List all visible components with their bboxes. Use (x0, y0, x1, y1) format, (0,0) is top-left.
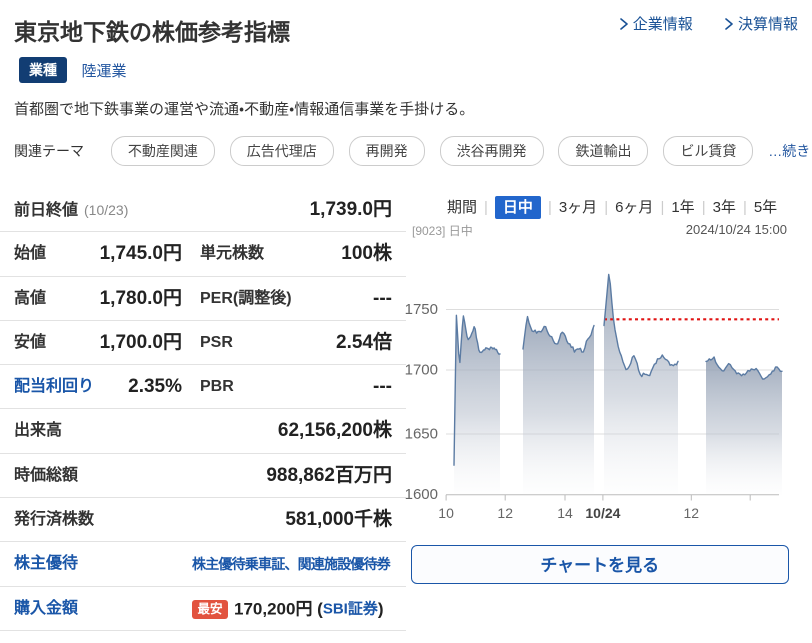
svg-text:10/24: 10/24 (585, 505, 620, 521)
svg-text:12: 12 (684, 505, 700, 521)
svg-text:10: 10 (438, 505, 454, 521)
svg-text:1600: 1600 (405, 486, 438, 503)
svg-text:1700: 1700 (405, 362, 438, 379)
svg-text:14: 14 (557, 505, 573, 521)
svg-text:1750: 1750 (405, 301, 438, 318)
svg-text:12: 12 (497, 505, 513, 521)
svg-text:1650: 1650 (405, 426, 438, 443)
